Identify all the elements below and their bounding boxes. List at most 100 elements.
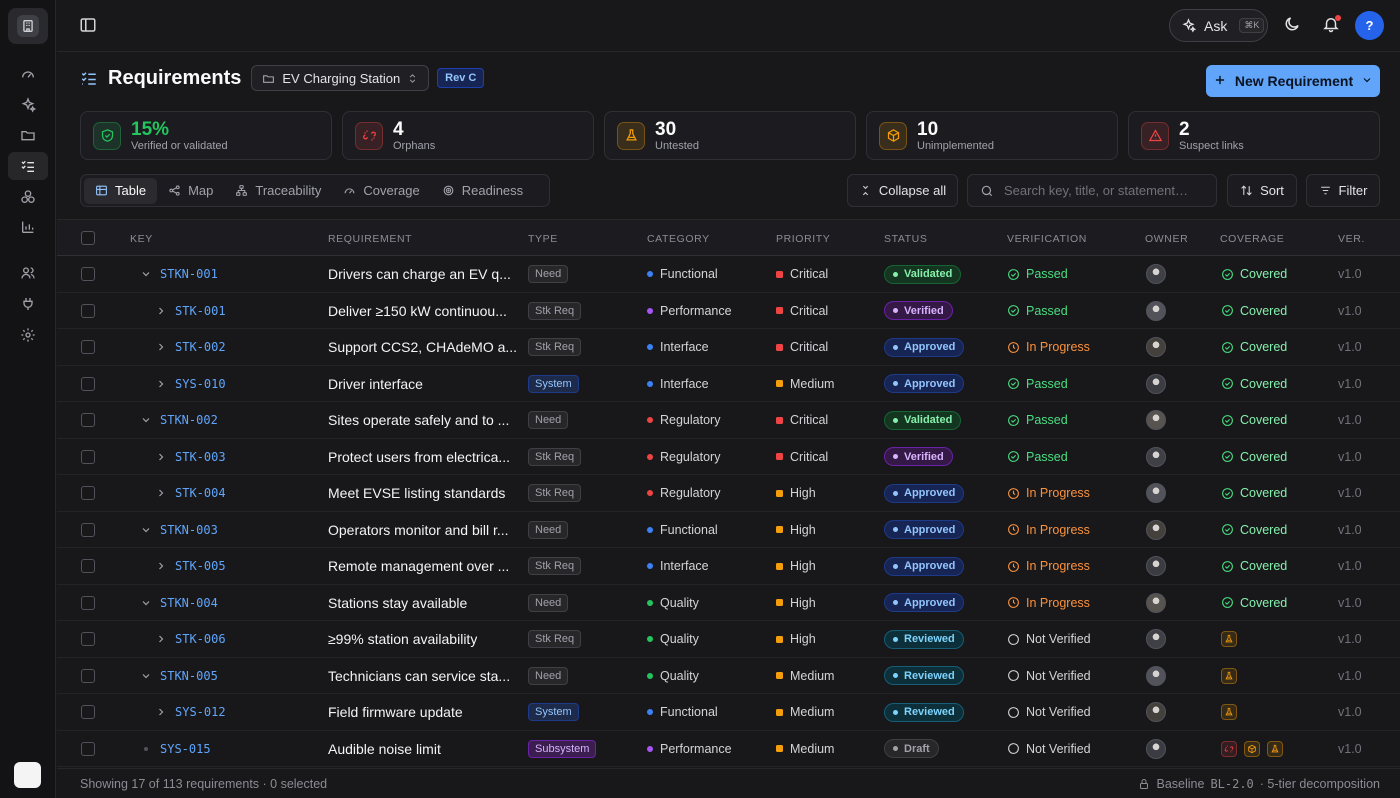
stat-card-unimplemented[interactable]: 10 Unimplemented — [866, 111, 1118, 160]
col-coverage[interactable]: COVERAGE — [1220, 233, 1285, 245]
table-row[interactable]: STK-005 Remote management over ... Stk Req… — [57, 548, 1400, 585]
new-requirement-button[interactable]: New Requirement — [1206, 65, 1380, 97]
ask-button[interactable]: Ask ⌘K — [1169, 9, 1268, 42]
row-checkbox[interactable] — [81, 694, 95, 730]
requirement-title[interactable]: Driver interface — [328, 375, 423, 392]
filter-button[interactable]: Filter — [1306, 174, 1380, 207]
col-verification[interactable]: VERIFICATION — [1007, 233, 1087, 245]
table-row[interactable]: STKN-002 Sites operate safely and to ... N… — [57, 402, 1400, 439]
row-checkbox[interactable] — [81, 402, 95, 438]
project-select[interactable]: EV Charging Station — [251, 65, 430, 91]
requirement-title[interactable]: Deliver ≥150 kW continuou... — [328, 302, 507, 319]
coverage-gap[interactable] — [1244, 740, 1260, 757]
coverage-gap[interactable] — [1221, 704, 1237, 720]
requirement-title[interactable]: Operators monitor and bill r... — [328, 521, 509, 538]
table-row[interactable]: SYS-012 Field firmware update System Functi… — [57, 694, 1400, 731]
app-logo[interactable] — [8, 8, 48, 44]
coverage-gap[interactable] — [1221, 740, 1237, 757]
help-avatar[interactable]: ? — [1355, 11, 1384, 40]
row-checkbox[interactable] — [81, 585, 95, 621]
requirement-key[interactable]: SYS-010 — [175, 376, 226, 391]
requirement-key[interactable]: STKN-002 — [160, 413, 218, 427]
requirement-key[interactable]: SYS-015 — [160, 741, 211, 756]
requirement-key[interactable]: STKN-004 — [160, 595, 218, 610]
owner-avatar[interactable] — [1146, 483, 1166, 503]
requirement-key[interactable]: STKN-003 — [160, 522, 218, 537]
row-checkbox[interactable] — [81, 621, 95, 657]
col-type[interactable]: TYPE — [528, 233, 558, 245]
collapse-all-button[interactable]: Collapse all — [847, 174, 958, 207]
table-row[interactable]: STK-004 Meet EVSE listing standards Stk Re… — [57, 475, 1400, 512]
requirement-key[interactable]: STKN-001 — [160, 267, 218, 281]
stat-card-untested[interactable]: 30 Untested — [604, 111, 856, 160]
rail-components[interactable] — [8, 183, 48, 211]
table-row[interactable]: STK-006 ≥99% station availability Stk Req Q… — [57, 621, 1400, 658]
requirement-key[interactable]: STKN-005 — [160, 668, 218, 683]
owner-avatar[interactable] — [1146, 519, 1166, 540]
row-checkbox[interactable] — [81, 512, 95, 548]
chevron-right-icon[interactable] — [155, 341, 167, 353]
row-checkbox[interactable] — [81, 293, 95, 329]
table-row[interactable]: STK-003 Protect users from electrica... St… — [57, 439, 1400, 475]
sort-button[interactable]: Sort — [1227, 174, 1297, 207]
owner-avatar[interactable] — [1146, 738, 1166, 759]
rail-ai[interactable] — [8, 91, 48, 119]
chevron-right-icon[interactable] — [155, 451, 167, 463]
requirement-title[interactable]: ≥99% station availability — [328, 631, 478, 647]
row-checkbox[interactable] — [81, 256, 95, 292]
sidebar-toggle-icon[interactable] — [79, 16, 99, 36]
owner-avatar[interactable] — [1146, 337, 1166, 357]
rail-dashboard[interactable] — [8, 60, 48, 88]
tab-map[interactable]: Map — [157, 178, 224, 204]
col-category[interactable]: CATEGORY — [647, 233, 710, 245]
col-owner[interactable]: OWNER — [1145, 233, 1189, 245]
col-version[interactable]: VER. — [1338, 233, 1365, 245]
chevron-right-icon[interactable] — [155, 706, 167, 718]
stat-card-orphans[interactable]: 4 Orphans — [342, 111, 594, 160]
chevron-right-icon[interactable] — [155, 633, 167, 645]
requirement-key[interactable]: STK-003 — [175, 449, 226, 464]
chevron-right-icon[interactable] — [155, 560, 167, 572]
col-status[interactable]: STATUS — [884, 233, 928, 245]
rail-integrations[interactable] — [8, 290, 48, 318]
table-row[interactable]: SYS-010 Driver interface System Interface Me… — [57, 366, 1400, 402]
requirement-title[interactable]: Drivers can charge an EV q... — [328, 266, 511, 282]
table-row[interactable]: STKN-001 Drivers can charge an EV q... Nee… — [57, 256, 1400, 293]
tab-coverage[interactable]: Coverage — [332, 178, 430, 204]
chevron-down-icon[interactable] — [140, 670, 152, 682]
owner-avatar[interactable] — [1146, 373, 1166, 394]
chevron-down-icon[interactable] — [140, 524, 152, 536]
owner-avatar[interactable] — [1146, 300, 1166, 321]
rail-settings[interactable] — [8, 321, 48, 349]
chevron-right-icon[interactable] — [155, 487, 167, 499]
stat-card-suspect-links[interactable]: 2 Suspect links — [1128, 111, 1380, 160]
theme-toggle-icon[interactable] — [1283, 15, 1303, 35]
tab-readiness[interactable]: Readiness — [431, 178, 534, 204]
chevron-right-icon[interactable] — [155, 305, 167, 317]
requirement-title[interactable]: Protect users from electrica... — [328, 448, 511, 465]
coverage-gap[interactable] — [1267, 740, 1283, 757]
requirement-title[interactable]: Meet EVSE listing standards — [328, 485, 506, 501]
row-checkbox[interactable] — [81, 548, 95, 584]
requirement-title[interactable]: Audible noise limit — [328, 740, 441, 757]
notifications-bell-icon[interactable] — [1322, 15, 1342, 35]
select-all-checkbox[interactable] — [81, 231, 95, 245]
owner-avatar[interactable] — [1146, 629, 1166, 649]
owner-avatar[interactable] — [1146, 410, 1166, 430]
rail-requirements[interactable] — [8, 152, 48, 180]
table-row[interactable]: STKN-005 Technicians can service sta... Ne… — [57, 658, 1400, 694]
row-checkbox[interactable] — [81, 658, 95, 694]
requirement-key[interactable]: STK-002 — [175, 340, 226, 354]
owner-avatar[interactable] — [1146, 592, 1166, 613]
col-priority[interactable]: PRIORITY — [776, 233, 831, 245]
row-checkbox[interactable] — [81, 366, 95, 402]
rail-team[interactable] — [8, 259, 48, 287]
row-checkbox[interactable] — [81, 329, 95, 365]
requirement-key[interactable]: STK-004 — [175, 486, 226, 500]
workspace-switcher[interactable] — [14, 762, 41, 788]
row-checkbox[interactable] — [81, 475, 95, 511]
search-input[interactable] — [1004, 183, 1214, 198]
col-key[interactable]: KEY — [130, 233, 153, 245]
chevron-down-icon[interactable] — [140, 414, 152, 426]
owner-avatar[interactable] — [1146, 264, 1166, 284]
